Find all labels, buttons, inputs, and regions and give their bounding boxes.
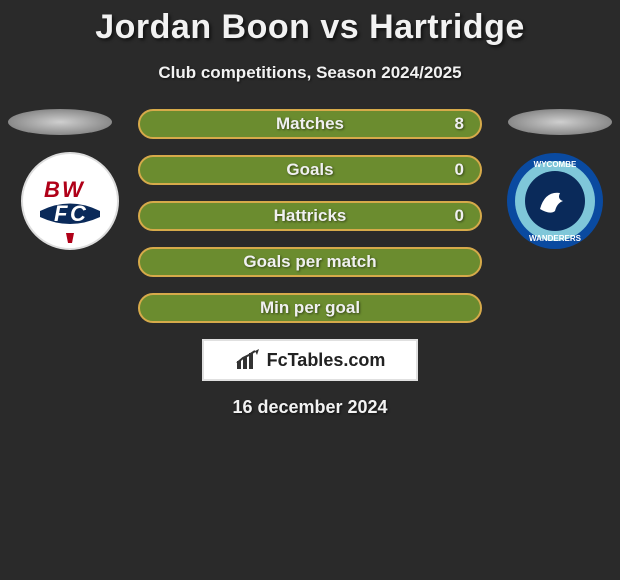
date-text: 16 december 2024 bbox=[0, 397, 620, 418]
stat-row: Matches 8 bbox=[138, 109, 482, 139]
subtitle: Club competitions, Season 2024/2025 bbox=[0, 63, 620, 83]
stat-row: Hattricks 0 bbox=[138, 201, 482, 231]
page-title: Jordan Boon vs Hartridge bbox=[0, 0, 620, 47]
stat-right-value: 0 bbox=[455, 206, 464, 226]
comparison-panel: B W F C WYCOMBE WANDERERS Matches 8 Goal… bbox=[0, 109, 620, 418]
svg-text:B: B bbox=[44, 177, 60, 202]
player-left-placeholder bbox=[8, 109, 112, 135]
stat-row: Goals per match bbox=[138, 247, 482, 277]
svg-text:WYCOMBE: WYCOMBE bbox=[534, 160, 577, 169]
team-right-crest-icon: WYCOMBE WANDERERS bbox=[505, 151, 605, 251]
svg-text:F: F bbox=[54, 201, 68, 226]
stat-label: Min per goal bbox=[260, 298, 360, 318]
stat-label: Goals per match bbox=[243, 252, 376, 272]
player-right-placeholder bbox=[508, 109, 612, 135]
brand-text: FcTables.com bbox=[267, 350, 386, 371]
svg-text:W: W bbox=[62, 177, 85, 202]
stat-right-value: 8 bbox=[455, 114, 464, 134]
stat-row: Min per goal bbox=[138, 293, 482, 323]
svg-text:C: C bbox=[70, 201, 87, 226]
stat-row: Goals 0 bbox=[138, 155, 482, 185]
bar-chart-icon bbox=[235, 349, 261, 371]
stat-label: Goals bbox=[286, 160, 333, 180]
stat-label: Matches bbox=[276, 114, 344, 134]
stat-right-value: 0 bbox=[455, 160, 464, 180]
stats-table: Matches 8 Goals 0 Hattricks 0 Goals per … bbox=[138, 109, 482, 323]
svg-text:WANDERERS: WANDERERS bbox=[529, 234, 582, 243]
brand-box: FcTables.com bbox=[202, 339, 418, 381]
stat-label: Hattricks bbox=[274, 206, 347, 226]
team-left-crest-icon: B W F C bbox=[20, 151, 120, 251]
